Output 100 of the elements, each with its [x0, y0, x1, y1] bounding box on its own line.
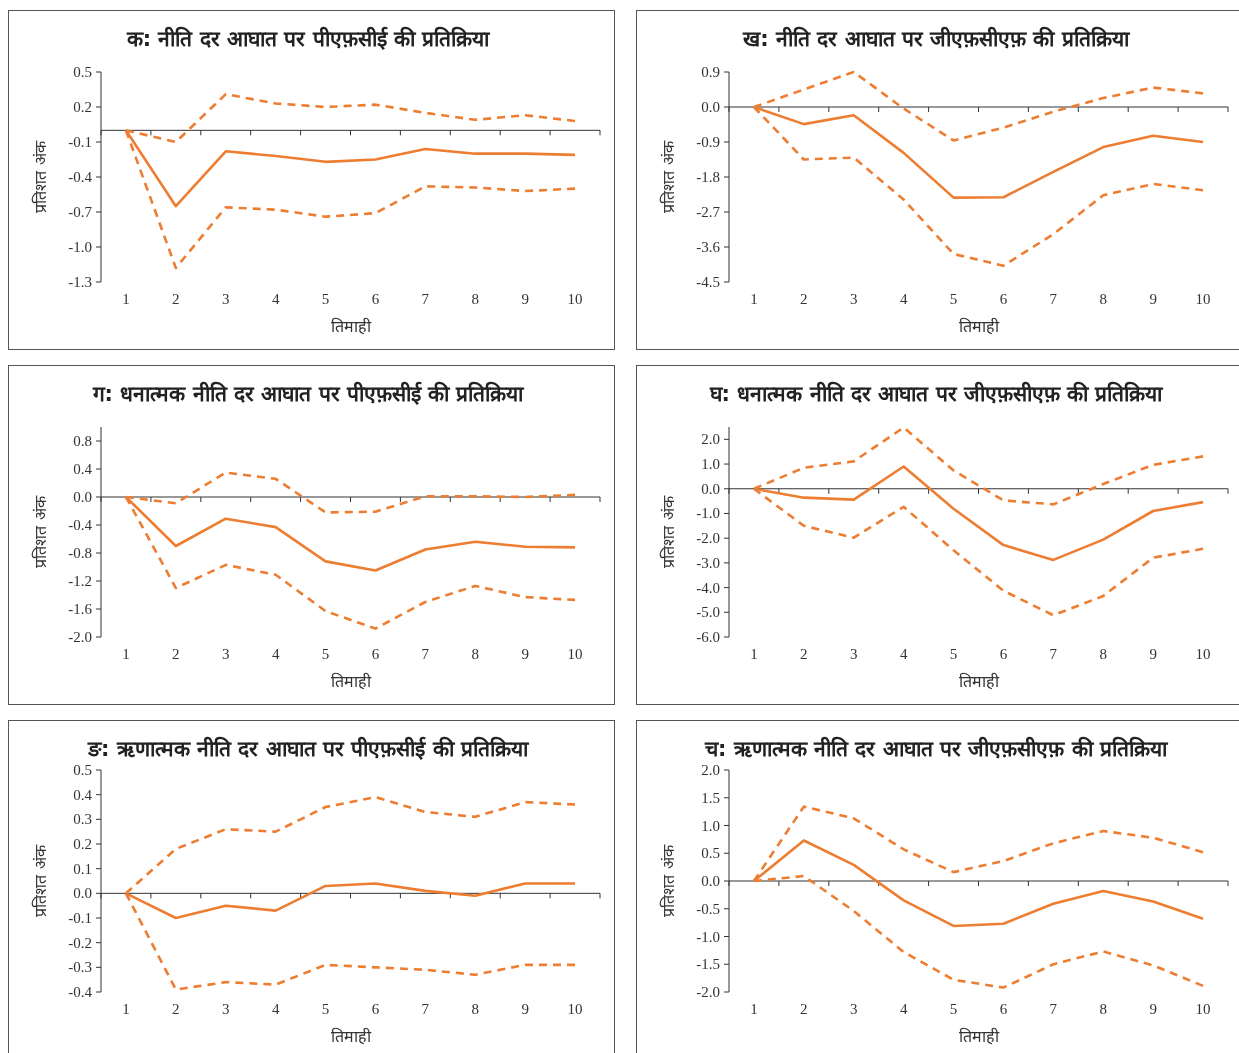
y-tick-label: 0.4 — [73, 461, 93, 477]
x-axis-title: तिमाही — [330, 317, 372, 336]
y-tick-label: -2.7 — [696, 204, 721, 220]
x-tick-label: 2 — [800, 291, 808, 307]
x-tick-label: 10 — [1195, 291, 1211, 307]
x-tick-label: 5 — [949, 646, 958, 662]
x-tick-label: 9 — [521, 646, 529, 662]
y-axis-title: प्रतिशत अंक — [659, 844, 678, 917]
x-tick-label: 7 — [1049, 1001, 1058, 1017]
y-tick-label: -1.8 — [696, 169, 720, 185]
y-tick-label: -0.2 — [68, 934, 92, 951]
y-tick-label: 0.0 — [73, 489, 92, 505]
x-tick-label: 4 — [271, 291, 280, 307]
y-tick-label: -2.0 — [696, 530, 720, 547]
chart-title: ङ: ऋणात्मक नीति दर आघात पर पीएफ़सीई की प्रतिक्रिया — [87, 736, 530, 761]
x-tick-label: 8 — [1099, 1001, 1107, 1017]
x-tick-label: 1 — [750, 1001, 758, 1017]
x-axis-title: तिमाही — [330, 672, 372, 691]
chart-title: ख: नीति दर आघात पर जीएफ़सीएफ़ की प्रतिक्रिया — [742, 26, 1131, 51]
y-tick-label: 0.0 — [701, 480, 720, 497]
y-tick-label: -0.3 — [68, 959, 92, 976]
y-tick-label: 2.0 — [701, 762, 720, 778]
x-tick-label: 8 — [471, 646, 479, 662]
y-tick-label: -0.5 — [696, 900, 720, 917]
x-tick-label: 2 — [800, 646, 808, 662]
x-tick-label: 5 — [949, 291, 958, 307]
x-tick-label: 2 — [172, 291, 180, 307]
x-axis-title: तिमाही — [958, 1027, 1000, 1046]
x-tick-label: 3 — [222, 1001, 230, 1017]
chart-title: क: नीति दर आघात पर पीएफ़सीई की प्रतिक्रिया — [125, 26, 492, 51]
x-tick-label: 3 — [222, 646, 230, 662]
x-tick-label: 2 — [172, 646, 180, 662]
x-tick-label: 7 — [421, 646, 430, 662]
y-tick-label: -3.0 — [696, 554, 720, 571]
x-tick-label: 2 — [800, 1001, 808, 1017]
y-tick-label: 1.0 — [701, 817, 720, 834]
chart-title: च: ऋणात्मक नीति दर आघात पर जीएफ़सीएफ़ की प्रतिक्रिया — [704, 736, 1169, 761]
y-tick-label: -0.9 — [696, 134, 720, 150]
y-tick-label: -4.5 — [696, 274, 720, 290]
x-tick-label: 8 — [1099, 646, 1107, 662]
x-tick-label: 6 — [371, 291, 380, 307]
x-tick-label: 6 — [999, 1001, 1008, 1017]
x-tick-label: 7 — [421, 1001, 430, 1017]
x-tick-label: 2 — [172, 1001, 180, 1017]
x-tick-label: 6 — [371, 1001, 380, 1017]
y-tick-label: -0.1 — [68, 910, 92, 926]
x-tick-label: 5 — [321, 291, 330, 307]
y-tick-label: 1.0 — [701, 456, 720, 473]
x-tick-label: 6 — [999, 291, 1008, 307]
x-tick-label: 10 — [567, 1001, 583, 1017]
y-axis-title: प्रतिशत अंक — [31, 844, 50, 917]
y-tick-label: -5.0 — [696, 604, 720, 621]
y-tick-label: 0.8 — [73, 433, 92, 449]
y-tick-label: -1.6 — [68, 601, 93, 617]
y-tick-label: -1.5 — [696, 956, 720, 973]
y-tick-label: -4.0 — [696, 579, 720, 596]
x-tick-label: 10 — [567, 646, 583, 662]
y-tick-label: 0.1 — [73, 860, 92, 877]
y-tick-label: -6.0 — [696, 629, 720, 645]
y-tick-label: 0.4 — [73, 786, 93, 803]
x-tick-label: 9 — [1149, 291, 1157, 307]
y-tick-label: 0.0 — [73, 885, 92, 902]
x-tick-label: 1 — [122, 1001, 130, 1017]
y-tick-label: 0.2 — [73, 99, 92, 115]
y-tick-label: -0.4 — [68, 984, 93, 1000]
y-tick-label: 0.5 — [73, 64, 92, 80]
y-tick-label: -2.0 — [696, 984, 720, 1000]
y-tick-label: -0.8 — [68, 545, 92, 561]
y-tick-label: -0.4 — [68, 517, 93, 533]
y-tick-label: 0.9 — [701, 64, 720, 80]
y-axis-title: प्रतिशत अंक — [659, 140, 678, 213]
chart-title: ग: धनात्मक नीति दर आघात पर पीएफ़सीई की प्रतिक्रिया — [91, 381, 526, 406]
y-tick-label: 2.0 — [701, 431, 720, 448]
y-tick-label: 0.2 — [73, 836, 92, 852]
x-tick-label: 10 — [1195, 1001, 1211, 1017]
x-tick-label: 5 — [321, 1001, 330, 1017]
x-tick-label: 7 — [1049, 646, 1058, 662]
x-axis-title: तिमाही — [958, 317, 1000, 336]
y-tick-label: -1.3 — [68, 274, 92, 290]
x-tick-label: 6 — [999, 646, 1008, 662]
x-axis-title: तिमाही — [958, 672, 1000, 691]
x-tick-label: 10 — [1195, 646, 1211, 662]
x-tick-label: 4 — [899, 291, 908, 307]
x-tick-label: 4 — [899, 1001, 908, 1017]
x-tick-label: 9 — [521, 1001, 529, 1017]
y-tick-label: -2.0 — [68, 629, 92, 645]
x-tick-label: 8 — [1099, 291, 1107, 307]
x-tick-label: 3 — [222, 291, 230, 307]
y-tick-label: -0.1 — [68, 134, 92, 150]
x-tick-label: 3 — [850, 646, 858, 662]
x-tick-label: 4 — [271, 646, 280, 662]
y-tick-label: 0.5 — [701, 845, 720, 862]
x-tick-label: 7 — [421, 291, 430, 307]
x-tick-label: 6 — [371, 646, 380, 662]
y-tick-label: -0.7 — [68, 204, 93, 220]
x-tick-label: 3 — [850, 1001, 858, 1017]
y-tick-label: -1.2 — [68, 573, 92, 589]
y-tick-label: 0.3 — [73, 811, 92, 828]
x-tick-label: 3 — [850, 291, 858, 307]
x-tick-label: 10 — [567, 291, 583, 307]
